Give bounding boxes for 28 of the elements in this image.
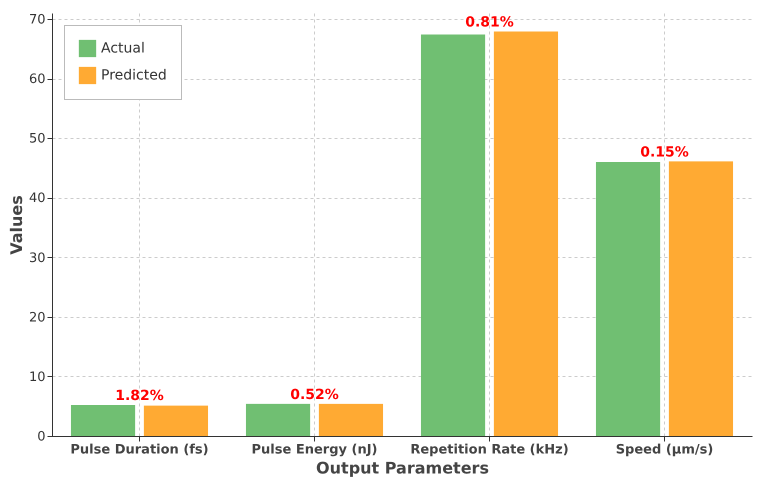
annotation: 0.52% — [290, 386, 339, 403]
bar — [318, 404, 384, 436]
y-tick-label: 70 — [28, 12, 46, 28]
x-tick-label: Pulse Energy (nJ) — [252, 442, 378, 458]
y-tick-label: 40 — [28, 191, 46, 206]
y-tick-label: 30 — [28, 250, 46, 266]
y-tick-label: 0 — [37, 430, 46, 444]
annotation: 0.15% — [640, 144, 689, 160]
bar — [420, 34, 486, 436]
bar — [494, 31, 558, 436]
x-tick-label: Repetition Rate (kHz) — [410, 442, 569, 458]
bar — [596, 162, 660, 436]
bar — [70, 405, 136, 436]
x-axis-title: Output Parameters — [316, 458, 489, 478]
bar — [144, 406, 208, 436]
bar — [246, 404, 310, 436]
legend-label: Actual — [101, 40, 145, 56]
x-tick-label: Speed (µm/s) — [616, 442, 714, 458]
y-tick-label: 50 — [28, 132, 46, 147]
annotation: 0.81% — [465, 14, 514, 30]
y-tick-label: 20 — [28, 310, 46, 326]
y-tick-label: 10 — [28, 370, 46, 385]
y-axis-title: Values — [6, 195, 26, 255]
y-tick-label: 60 — [28, 72, 46, 88]
bar — [668, 161, 734, 436]
legend-label: Predicted — [101, 68, 167, 84]
x-tick-label: Pulse Duration (fs) — [70, 442, 209, 458]
annotation: 1.82% — [115, 388, 164, 404]
